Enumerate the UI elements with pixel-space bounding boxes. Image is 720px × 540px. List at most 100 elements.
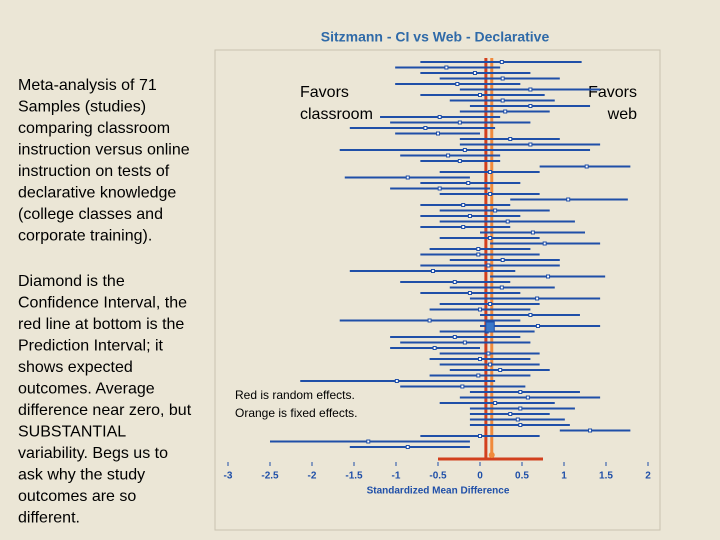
body-text: Meta-analysis of 71: [18, 77, 157, 94]
x-tick-label: 0: [477, 471, 483, 482]
study-point: [488, 170, 493, 174]
x-tick-label: -2.5: [261, 471, 279, 482]
x-tick-label: -0.5: [429, 471, 447, 482]
study-point: [452, 280, 457, 284]
study-point: [476, 373, 481, 378]
body-text: declarative knowledge: [18, 185, 176, 202]
plot-frame: [214, 49, 661, 531]
study-point: [500, 258, 505, 262]
x-tick-label: 1.5: [599, 471, 613, 482]
study-point: [488, 302, 493, 306]
study-point: [588, 428, 593, 433]
annotation: classroom: [300, 106, 373, 123]
study-point: [499, 60, 504, 64]
annotation: Red is random effects.: [235, 388, 355, 402]
study-point: [535, 296, 540, 301]
study-point: [476, 247, 481, 251]
body-text: Confidence Interval, the: [18, 295, 187, 312]
study-point: [405, 445, 410, 449]
body-text: red line at bottom is the: [18, 316, 184, 333]
study-point: [498, 368, 503, 372]
study-point: [457, 159, 462, 163]
study-point: [455, 82, 460, 86]
study-point: [460, 384, 465, 389]
study-point: [528, 104, 533, 108]
body-text: instruction versus online: [18, 142, 190, 159]
x-axis-label: Standardized Mean Difference: [367, 486, 510, 497]
study-point: [528, 313, 533, 317]
body-text: Samples (studies): [18, 99, 146, 116]
body-text: shows expected: [18, 359, 133, 376]
body-text: corporate training).: [18, 228, 152, 245]
study-point: [427, 318, 432, 323]
x-tick-label: -1: [392, 471, 401, 482]
study-point: [584, 164, 589, 169]
study-point: [478, 307, 482, 312]
body-text: difference near zero, but: [18, 402, 192, 419]
study-point: [478, 434, 482, 438]
body-text: different.: [18, 510, 80, 527]
study-point: [461, 203, 466, 207]
annotation: Favors: [300, 84, 349, 101]
study-point: [394, 379, 399, 383]
study-point: [518, 390, 523, 394]
study-point: [505, 219, 510, 224]
study-point: [488, 236, 493, 240]
study-point: [488, 192, 493, 196]
x-tick-label: -3: [224, 471, 233, 482]
study-point: [437, 115, 442, 119]
study-point: [535, 324, 540, 328]
study-point: [366, 439, 371, 444]
study-point: [503, 109, 508, 114]
study-point: [478, 357, 482, 361]
study-point: [546, 274, 551, 279]
study-point: [472, 71, 477, 75]
x-tick-label: 2: [645, 471, 651, 482]
study-point: [488, 362, 493, 367]
study-point: [432, 346, 437, 350]
fixed-effects-point: [488, 452, 495, 458]
study-point: [466, 181, 471, 185]
study-point: [566, 197, 571, 202]
body-text: (college classes and: [18, 206, 163, 223]
body-text: Prediction Interval; it: [18, 338, 164, 355]
body-text: SUBSTANTIAL: [18, 424, 126, 441]
study-point: [446, 153, 451, 158]
body-text: instruction on tests of: [18, 163, 170, 180]
study-point: [444, 65, 449, 70]
x-tick-label: -1.5: [345, 471, 363, 482]
study-point: [518, 406, 523, 411]
study-point: [500, 76, 505, 81]
study-point: [528, 87, 533, 92]
study-point: [457, 120, 462, 125]
study-point: [486, 263, 491, 268]
summary-diamond: [485, 321, 495, 333]
body-text: outcomes are so: [18, 488, 136, 505]
study-point: [493, 208, 498, 213]
body-text: ask why the study: [18, 467, 145, 484]
study-point: [530, 230, 535, 235]
chart-title: Sitzmann - CI vs Web - Declarative: [321, 29, 550, 45]
study-point: [515, 417, 520, 422]
study-point: [476, 252, 481, 257]
study-point: [462, 148, 467, 152]
body-text: comparing classroom: [18, 120, 170, 137]
study-point: [493, 401, 498, 405]
study-point: [508, 412, 513, 416]
study-point: [452, 335, 457, 339]
study-point: [486, 351, 491, 356]
study-point: [525, 395, 530, 400]
study-point: [430, 269, 435, 273]
study-point: [436, 131, 440, 136]
study-point: [542, 241, 547, 246]
body-text: Diamond is the: [18, 273, 125, 290]
study-point: [467, 291, 472, 295]
study-point: [508, 137, 513, 141]
study-point: [462, 340, 467, 345]
study-point: [461, 225, 466, 229]
annotation: Orange is fixed effects.: [235, 406, 358, 420]
study-point: [437, 186, 442, 191]
x-tick-label: -2: [308, 471, 317, 482]
body-text: outcomes. Average: [18, 381, 155, 398]
